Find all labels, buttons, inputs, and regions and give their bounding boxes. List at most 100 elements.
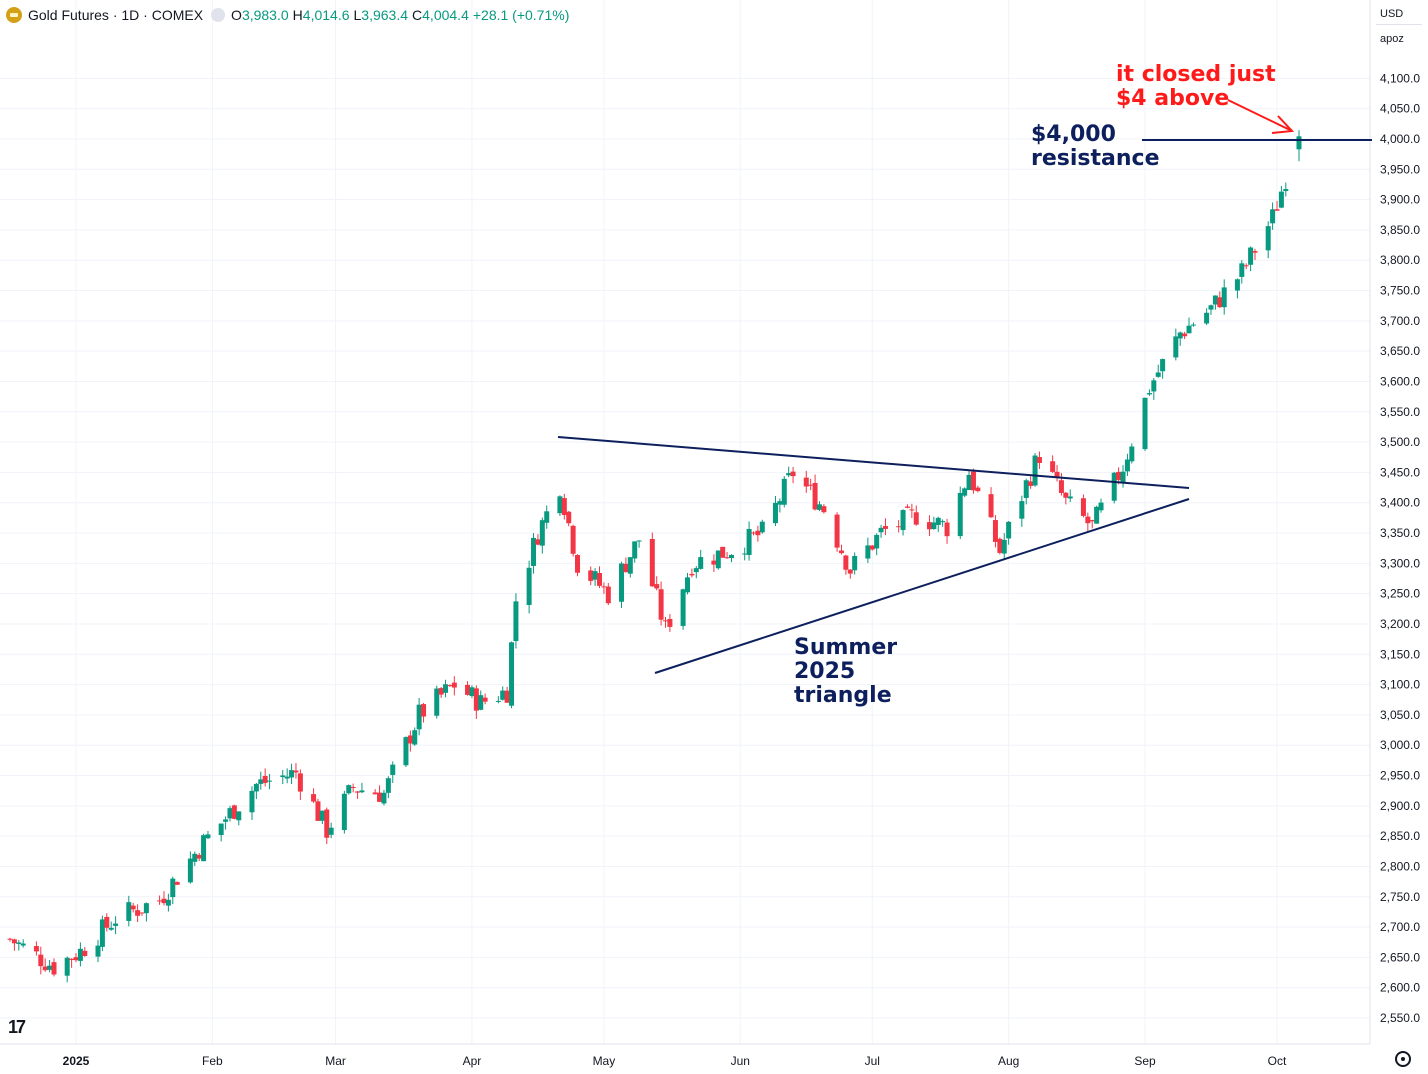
candle-body <box>693 568 699 573</box>
candle-body <box>47 965 53 970</box>
candle-body <box>1160 359 1166 372</box>
candle-body <box>196 854 202 859</box>
candle-body <box>372 792 378 795</box>
candle-body <box>161 898 167 904</box>
candle-body <box>1120 471 1126 484</box>
candle-body <box>434 688 440 716</box>
candle-body <box>385 778 391 793</box>
candle-body <box>1067 496 1073 499</box>
candle-body <box>253 783 259 792</box>
candle-body <box>170 878 176 898</box>
candle-body <box>843 555 849 570</box>
price-tick-label: 3,750.0 <box>1380 284 1420 298</box>
price-tick-label: 3,050.0 <box>1380 708 1420 722</box>
candle-body <box>970 471 976 491</box>
candle-body <box>865 545 871 559</box>
price-tick-label: 3,600.0 <box>1380 374 1420 388</box>
candle-body <box>535 539 541 545</box>
candle-body <box>311 794 317 802</box>
candle-body <box>447 685 453 687</box>
candle-body <box>465 684 471 695</box>
candle-body <box>473 688 479 711</box>
candle-body <box>715 550 721 569</box>
candle-body <box>1239 263 1245 277</box>
candle-body <box>874 534 880 549</box>
time-tick-label: 2025 <box>63 1054 90 1068</box>
candle-body <box>478 695 484 710</box>
candle-body <box>1182 333 1188 337</box>
candle-body <box>1036 457 1042 463</box>
time-tick-label: Jul <box>865 1054 880 1068</box>
candle-body <box>1221 287 1227 308</box>
candle-body <box>746 528 752 555</box>
candle-body <box>1050 461 1056 472</box>
candle-body <box>192 853 198 862</box>
callout-label-1: it closed just <box>1116 62 1276 87</box>
time-tick-label: Apr <box>463 1054 482 1068</box>
candle-body <box>1186 325 1192 334</box>
candle-body <box>223 819 229 822</box>
candle-body <box>698 557 704 569</box>
candle-body <box>73 957 79 961</box>
price-change: +28.1 (+0.71%) <box>472 7 570 23</box>
candle-body <box>412 730 418 745</box>
callout-arrow-line <box>1227 99 1291 131</box>
candle-body <box>1173 336 1179 358</box>
candle-body <box>957 492 963 537</box>
candle-body <box>174 881 180 885</box>
candle-body <box>280 775 286 778</box>
candle-body <box>1063 492 1069 498</box>
candle-body <box>1190 324 1196 326</box>
symbol-title[interactable]: Gold Futures · 1D · COMEX <box>28 7 204 23</box>
visibility-toggle-icon[interactable] <box>211 8 226 22</box>
candle-body <box>1265 226 1271 251</box>
candle-body <box>597 573 603 586</box>
candle-body <box>315 801 321 821</box>
candle-body <box>187 858 193 883</box>
candle-body <box>227 808 233 819</box>
candle-body <box>157 900 163 902</box>
candle-body <box>557 496 563 514</box>
candle-body <box>126 902 132 921</box>
candle-body <box>632 541 638 559</box>
candle-body <box>935 517 941 525</box>
candle-body <box>627 557 633 574</box>
candle-body <box>1094 506 1100 524</box>
triangle-label-1: Summer <box>794 635 897 660</box>
candle-body <box>940 521 946 523</box>
price-tick-label: 3,100.0 <box>1380 678 1420 692</box>
candle-body <box>236 811 242 821</box>
candle-body <box>482 697 488 702</box>
gold-symbol-icon <box>6 7 22 23</box>
price-tick-label: 3,150.0 <box>1380 647 1420 661</box>
candle-body <box>504 690 510 703</box>
candle-body <box>570 525 576 554</box>
price-tick-label: 3,450.0 <box>1380 465 1420 479</box>
scale-button[interactable]: apoz <box>1380 33 1404 45</box>
price-tick-label: 3,000.0 <box>1380 738 1420 752</box>
candle-body <box>20 943 26 946</box>
triangle-lower-line <box>654 498 1190 674</box>
tradingview-logo: 17 <box>8 1017 26 1037</box>
candle-body <box>966 474 972 491</box>
candle-body <box>790 471 796 477</box>
candle-body <box>834 514 840 548</box>
candle-body <box>649 539 655 587</box>
candle-body <box>1243 265 1249 267</box>
candle-body <box>403 737 409 766</box>
candle-body <box>135 910 141 916</box>
candle-body <box>812 482 818 510</box>
grid-lines <box>0 0 1370 1044</box>
candle-body <box>328 827 334 835</box>
time-tick-label: Oct <box>1268 1054 1287 1068</box>
candle-body <box>11 939 17 944</box>
settings-icon[interactable] <box>1395 1051 1411 1067</box>
candle-body <box>324 809 330 838</box>
callout-label-2: $4 above <box>1116 86 1229 111</box>
candle-body <box>750 532 756 534</box>
candle-body <box>205 834 211 839</box>
price-tick-label: 2,750.0 <box>1380 890 1420 904</box>
currency-button[interactable]: USD <box>1376 4 1422 25</box>
candle-body <box>130 905 136 910</box>
